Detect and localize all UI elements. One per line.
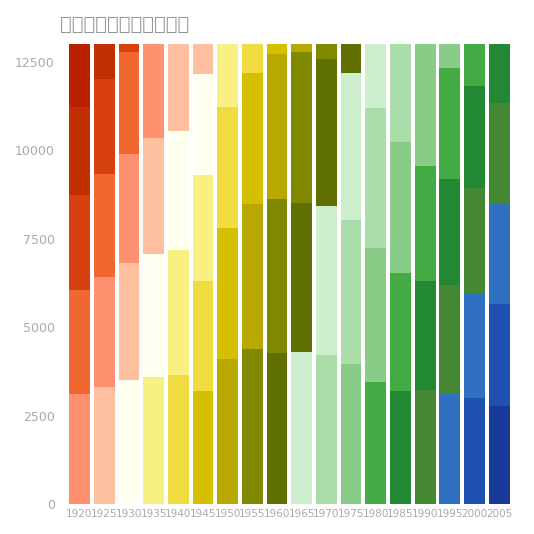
FancyBboxPatch shape [341,0,362,73]
FancyBboxPatch shape [193,74,213,175]
FancyBboxPatch shape [69,107,90,195]
FancyBboxPatch shape [143,138,164,254]
FancyBboxPatch shape [242,204,263,349]
FancyBboxPatch shape [119,380,139,504]
FancyBboxPatch shape [242,349,263,504]
FancyBboxPatch shape [94,277,115,387]
FancyBboxPatch shape [119,0,139,52]
FancyBboxPatch shape [94,387,115,504]
FancyBboxPatch shape [365,0,386,108]
FancyBboxPatch shape [266,199,287,352]
Text: 日本人口の年齢階級推移: 日本人口の年齢階級推移 [60,15,189,34]
FancyBboxPatch shape [119,154,139,263]
FancyBboxPatch shape [143,376,164,504]
FancyBboxPatch shape [193,175,213,281]
FancyBboxPatch shape [390,0,411,5]
FancyBboxPatch shape [168,0,189,17]
FancyBboxPatch shape [217,0,238,107]
FancyBboxPatch shape [341,220,362,364]
FancyBboxPatch shape [168,17,189,131]
FancyBboxPatch shape [143,30,164,138]
FancyBboxPatch shape [489,8,509,104]
FancyBboxPatch shape [69,0,90,34]
FancyBboxPatch shape [69,290,90,394]
FancyBboxPatch shape [464,86,485,187]
FancyBboxPatch shape [69,394,90,504]
FancyBboxPatch shape [242,0,263,73]
FancyBboxPatch shape [489,104,509,203]
FancyBboxPatch shape [316,59,337,207]
FancyBboxPatch shape [193,281,213,391]
FancyBboxPatch shape [242,73,263,204]
FancyBboxPatch shape [390,143,411,273]
FancyBboxPatch shape [193,391,213,504]
FancyBboxPatch shape [143,254,164,376]
FancyBboxPatch shape [365,108,386,248]
FancyBboxPatch shape [316,207,337,355]
FancyBboxPatch shape [69,195,90,290]
FancyBboxPatch shape [464,187,485,293]
FancyBboxPatch shape [217,359,238,504]
FancyBboxPatch shape [94,174,115,277]
FancyBboxPatch shape [292,203,312,352]
FancyBboxPatch shape [390,5,411,143]
FancyBboxPatch shape [489,203,509,304]
FancyBboxPatch shape [266,54,287,199]
FancyBboxPatch shape [94,0,115,79]
FancyBboxPatch shape [292,52,312,203]
FancyBboxPatch shape [415,390,436,504]
FancyBboxPatch shape [439,0,460,68]
FancyBboxPatch shape [94,79,115,174]
FancyBboxPatch shape [365,382,386,504]
FancyBboxPatch shape [266,0,287,54]
FancyBboxPatch shape [217,107,238,227]
FancyBboxPatch shape [390,273,411,391]
FancyBboxPatch shape [168,375,189,504]
FancyBboxPatch shape [292,0,312,52]
FancyBboxPatch shape [217,227,238,359]
FancyBboxPatch shape [341,73,362,220]
FancyBboxPatch shape [390,391,411,504]
FancyBboxPatch shape [464,0,485,86]
FancyBboxPatch shape [193,0,213,74]
FancyBboxPatch shape [439,285,460,395]
FancyBboxPatch shape [168,131,189,250]
FancyBboxPatch shape [69,34,90,107]
FancyBboxPatch shape [439,179,460,285]
FancyBboxPatch shape [415,37,436,166]
FancyBboxPatch shape [316,0,337,59]
FancyBboxPatch shape [439,395,460,504]
FancyBboxPatch shape [119,263,139,380]
FancyBboxPatch shape [464,398,485,504]
FancyBboxPatch shape [439,68,460,179]
FancyBboxPatch shape [415,166,436,281]
FancyBboxPatch shape [415,281,436,390]
FancyBboxPatch shape [489,304,509,406]
FancyBboxPatch shape [341,364,362,504]
FancyBboxPatch shape [292,352,312,504]
FancyBboxPatch shape [316,355,337,504]
FancyBboxPatch shape [266,352,287,504]
FancyBboxPatch shape [415,0,436,37]
FancyBboxPatch shape [143,0,164,30]
FancyBboxPatch shape [119,52,139,154]
FancyBboxPatch shape [365,248,386,382]
FancyBboxPatch shape [489,0,509,8]
FancyBboxPatch shape [464,293,485,398]
FancyBboxPatch shape [168,250,189,375]
FancyBboxPatch shape [489,406,509,504]
